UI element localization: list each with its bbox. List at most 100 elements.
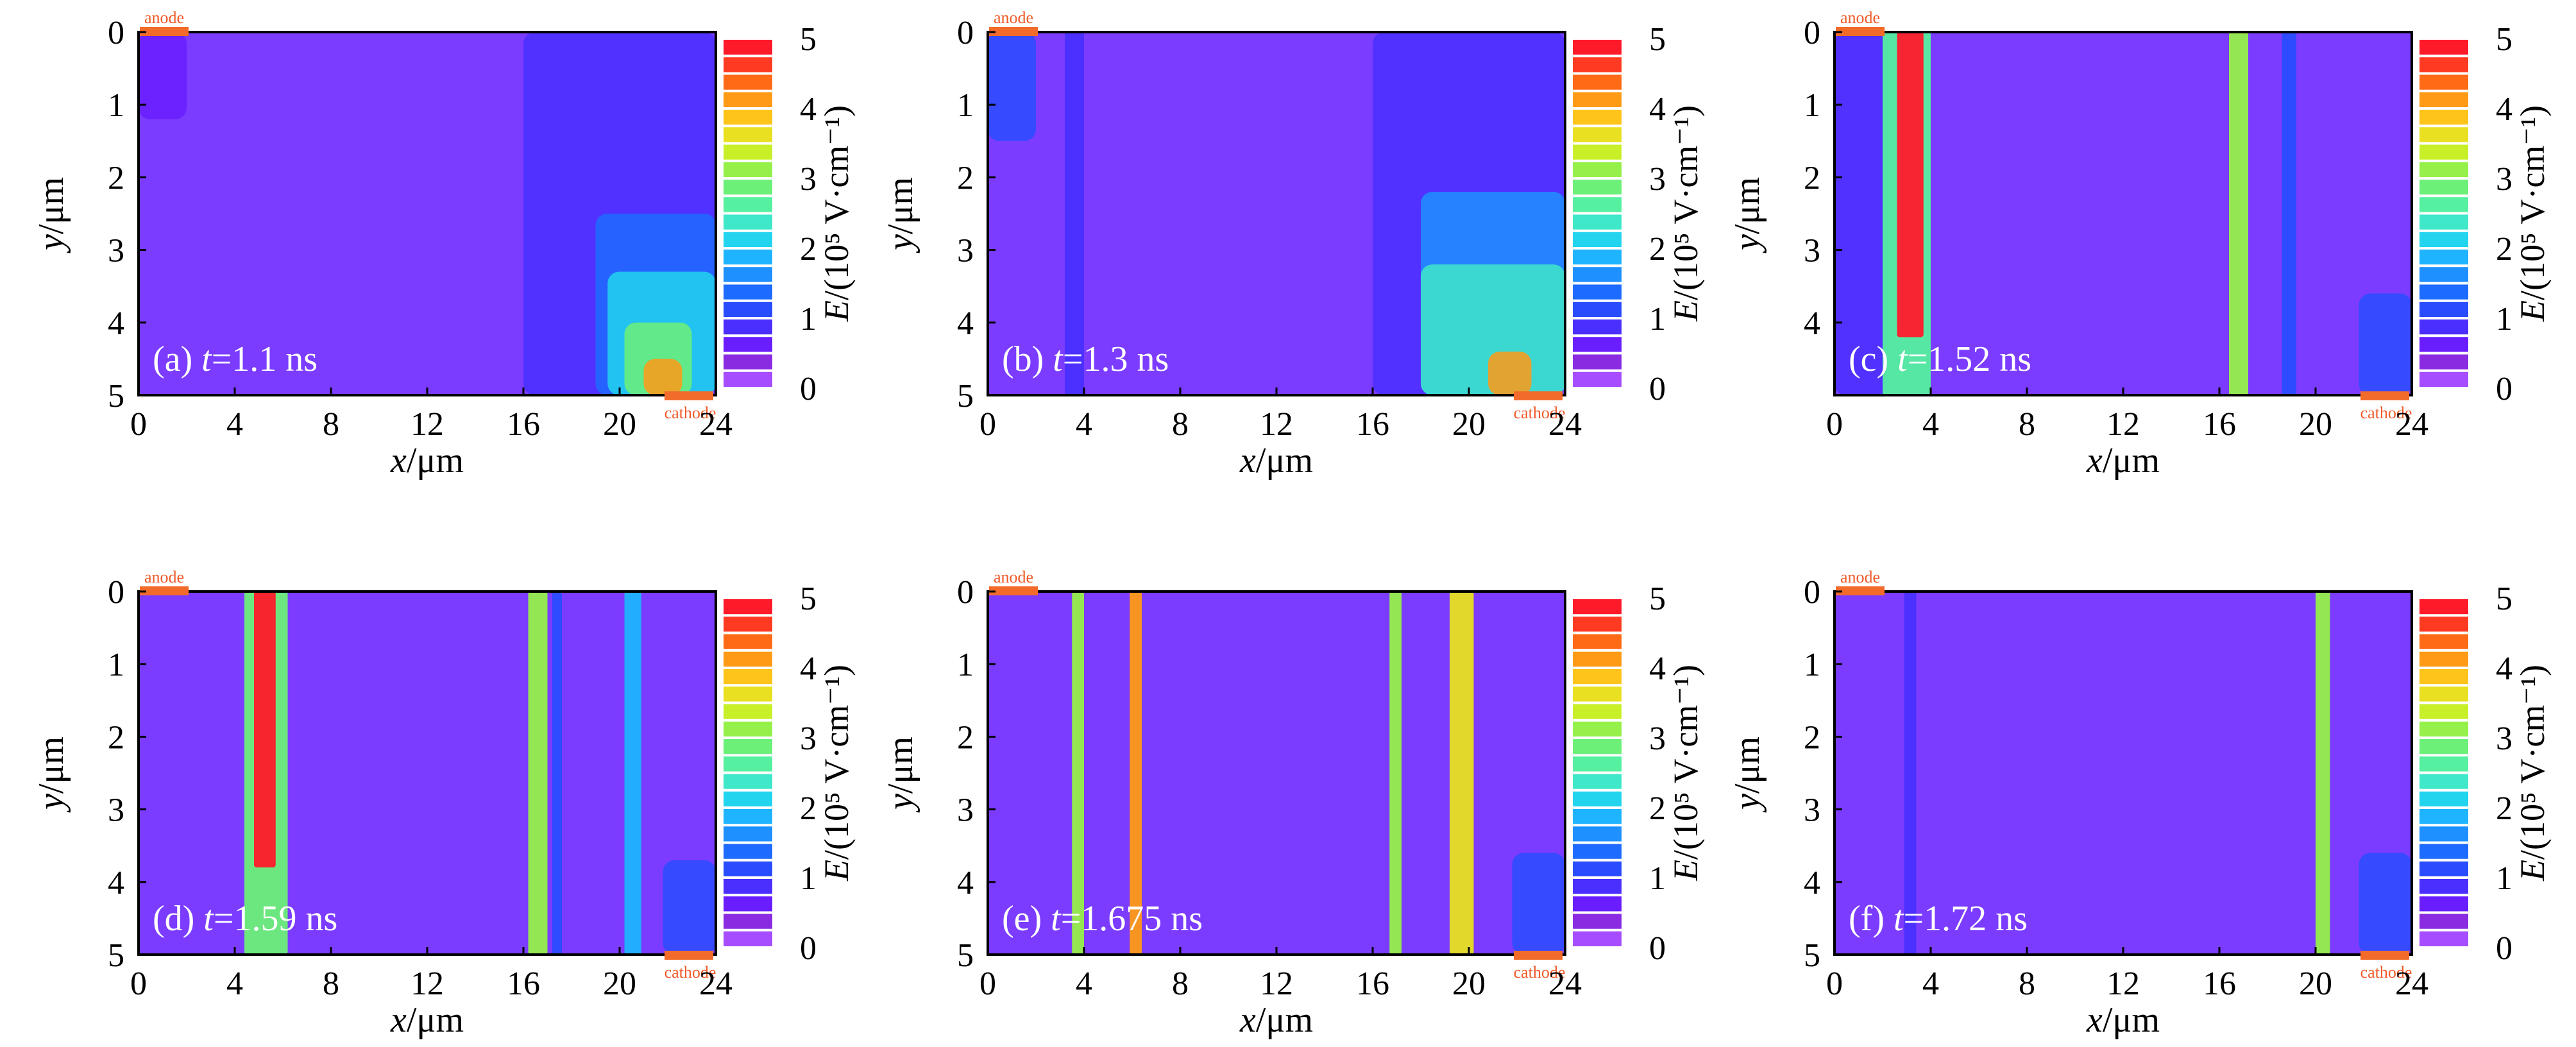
colorbar-swatch	[1573, 599, 1622, 615]
colorbar-swatch	[724, 739, 772, 754]
colorbar-tick-label: 3	[2496, 720, 2512, 757]
y-tick-label: 2	[957, 719, 974, 756]
x-tick-label: 12	[411, 406, 444, 443]
colorbar-tick-label: 2	[1649, 231, 1666, 268]
colorbar-swatch	[724, 214, 772, 230]
anode-bar	[1836, 586, 1885, 595]
colorbar-swatch	[2419, 302, 2468, 317]
colorbar-swatch	[2419, 319, 2468, 335]
colorbar-swatch	[1573, 197, 1622, 212]
x-tick-label: 20	[603, 406, 636, 443]
colorbar-swatch	[2419, 879, 2468, 894]
colorbar-swatch	[1573, 617, 1622, 632]
x-tick-label: 12	[411, 966, 444, 1002]
x-tick-label: 24	[699, 406, 733, 443]
x-tick-label: 0	[979, 966, 996, 1002]
anode-label: anode	[1840, 8, 1880, 27]
x-tick-label: 8	[1172, 406, 1189, 443]
field-stripe-3	[1450, 592, 1474, 955]
x-tick-label: 16	[1356, 966, 1389, 1002]
colorbar-swatch	[724, 232, 772, 247]
colorbar-swatch	[2419, 896, 2468, 912]
colorbar-tick-label: 5	[2496, 21, 2512, 58]
colorbar-swatch	[2419, 931, 2468, 946]
colorbar-swatch	[1573, 40, 1622, 55]
colorbar-tick-label: 5	[1649, 581, 1666, 617]
colorbar-swatch	[1573, 739, 1622, 754]
panel-time-label: (b) t=1.3 ns	[1002, 339, 1169, 379]
colorbar-tick-label: 1	[1649, 860, 1666, 897]
x-tick-label: 12	[2106, 406, 2140, 443]
colorbar-tick-label: 1	[800, 301, 817, 337]
y-tick-label: 3	[1804, 792, 1820, 829]
colorbar-swatch	[724, 162, 772, 177]
field-bulk-5	[988, 32, 1036, 141]
y-tick-label: 3	[957, 233, 974, 269]
colorbar-swatch	[2419, 371, 2468, 387]
y-axis-label: y/μm	[31, 736, 71, 813]
y-tick-label: 4	[957, 305, 974, 342]
y-tick-label: 0	[108, 574, 124, 611]
colorbar-swatch	[2419, 232, 2468, 247]
anode-bar	[989, 586, 1038, 595]
x-tick-label: 4	[1922, 966, 1939, 1002]
y-tick-label: 1	[1804, 87, 1820, 124]
colorbar-tick-label: 1	[2496, 860, 2512, 897]
cathode-bar	[665, 391, 713, 400]
cathode-label: cathode	[2360, 963, 2412, 982]
colorbar-tick-label: 4	[2496, 651, 2512, 687]
y-tick-label: 0	[1804, 15, 1820, 51]
colorbar-swatch	[2419, 284, 2468, 300]
colorbar-label: E/(10⁵ V·cm⁻¹)	[2513, 665, 2552, 881]
colorbar-swatch	[724, 826, 772, 842]
anode-label: anode	[1840, 568, 1880, 586]
x-tick-label: 12	[2106, 966, 2140, 1002]
y-axis-label: y/μm	[881, 736, 920, 813]
colorbar-swatch	[724, 302, 772, 317]
colorbar-swatch	[1573, 931, 1622, 946]
cathode-bar	[2360, 951, 2409, 960]
colorbar-swatch	[724, 774, 772, 789]
colorbar-tick-label: 0	[800, 371, 817, 407]
colorbar-swatch	[724, 721, 772, 736]
colorbar-swatch	[2419, 686, 2468, 702]
colorbar-swatch	[724, 284, 772, 300]
x-tick-label: 4	[1076, 406, 1092, 443]
colorbar-swatch	[724, 599, 772, 615]
colorbar-swatch	[2419, 250, 2468, 265]
y-tick-label: 0	[1804, 574, 1820, 611]
x-tick-label: 24	[1548, 966, 1582, 1002]
colorbar-tick-label: 2	[2496, 231, 2512, 268]
colorbar-swatch	[1573, 302, 1622, 317]
x-axis-label: x/μm	[390, 441, 464, 481]
colorbar-swatch	[2419, 704, 2468, 719]
x-tick-label: 0	[130, 966, 147, 1002]
colorbar-tick-label: 1	[2496, 301, 2512, 337]
y-axis-label: y/μm	[1727, 736, 1767, 813]
y-tick-label: 2	[1804, 719, 1820, 756]
colorbar-swatch	[2419, 599, 2468, 615]
colorbar-swatch	[2419, 127, 2468, 142]
field-bulk-4	[1512, 853, 1565, 955]
field-bulk-5	[139, 32, 187, 119]
colorbar-swatch	[1573, 180, 1622, 195]
colorbar-swatch	[2419, 617, 2468, 632]
y-tick-label: 2	[1804, 160, 1820, 196]
field-bulk-5	[2359, 293, 2412, 395]
colorbar-swatch	[724, 879, 772, 894]
cathode-label: cathode	[1514, 963, 1566, 982]
cathode-bar	[1514, 391, 1563, 400]
colorbar-swatch	[1573, 861, 1622, 876]
cathode-bar	[1514, 951, 1563, 960]
colorbar-swatch	[2419, 110, 2468, 125]
x-tick-label: 0	[979, 406, 996, 443]
y-tick-label: 4	[1804, 305, 1820, 342]
x-tick-label: 20	[2299, 966, 2332, 1002]
x-tick-label: 16	[507, 966, 540, 1002]
colorbar-swatch	[1573, 844, 1622, 859]
colorbar-swatch	[2419, 651, 2468, 667]
